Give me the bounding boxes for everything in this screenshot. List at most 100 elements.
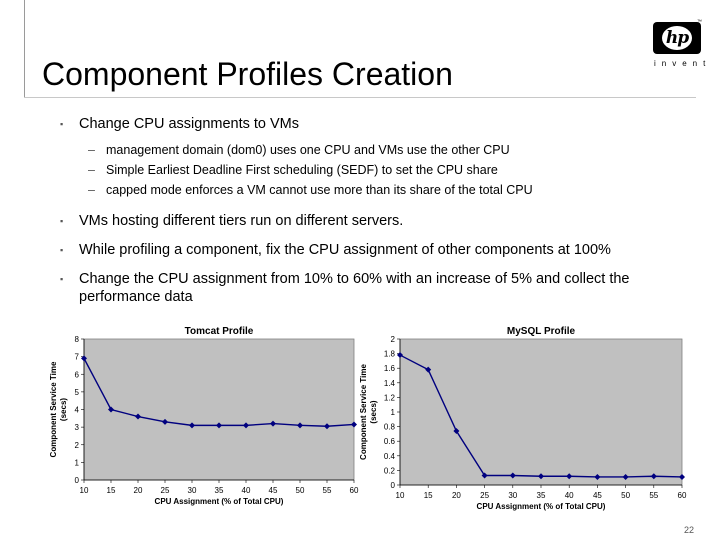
sub-bullet-item: – capped mode enforces a VM cannot use mo… [88,180,680,200]
bullet-dot-icon: ▪ [60,216,64,226]
y-tick-label: 0.4 [384,452,396,461]
y-tick-label: 0 [391,481,396,490]
dash-icon: – [88,183,95,197]
title-underline [24,97,696,98]
x-tick-label: 50 [621,491,630,500]
y-tick-label: 0 [75,476,80,485]
trademark-symbol: ™ [697,19,702,25]
data-point-marker [566,473,573,480]
x-tick-label: 30 [508,491,517,500]
data-point-marker [216,422,222,429]
y-tick-label: 3 [75,423,80,432]
x-tick-label: 20 [134,486,143,495]
y-tick-label: 1.8 [384,350,396,359]
x-tick-label: 20 [452,491,461,500]
bullet-dot-icon: ▪ [60,245,64,255]
x-tick-label: 30 [188,486,197,495]
bullet-dot-icon: ▪ [60,119,64,129]
sub-bullet-text: management domain (dom0) uses one CPU an… [106,143,510,157]
data-point-marker [481,472,488,479]
data-point-marker [397,352,403,359]
data-point-marker [270,420,276,427]
x-tick-label: 35 [537,491,546,500]
data-point-marker [538,473,544,480]
x-axis-label: CPU Assignment (% of Total CPU) [155,497,284,506]
x-tick-label: 55 [323,486,332,495]
x-tick-label: 60 [350,486,359,495]
y-axis-label-line: Component Service Time [359,364,368,460]
hp-logo-mark: hp [662,26,692,50]
y-tick-label: 2 [391,335,396,344]
data-point-marker [594,473,601,480]
x-tick-label: 25 [161,486,170,495]
bullet-dot-icon: ▪ [60,274,64,284]
x-tick-label: 45 [269,486,278,495]
y-tick-label: 5 [75,388,80,397]
dash-icon: – [88,143,95,157]
bullet-item: ▪ VMs hosting different tiers run on diff… [60,212,680,230]
y-axis-label-line: (secs) [369,400,378,423]
y-axis-label-line: (secs) [59,398,68,421]
x-tick-label: 40 [565,491,574,500]
y-tick-label: 1 [391,408,396,417]
y-tick-label: 4 [75,406,80,415]
y-tick-label: 0.6 [384,437,396,446]
sub-bullet-text: Simple Earliest Deadline First schedulin… [106,163,498,177]
bullet-text: VMs hosting different tiers run on diffe… [79,213,404,229]
x-tick-label: 55 [649,491,658,500]
y-tick-label: 1.2 [384,393,396,402]
y-tick-label: 1 [75,458,80,467]
data-point-marker [108,406,114,413]
y-tick-label: 0.2 [384,466,396,475]
x-axis-label: CPU Assignment (% of Total CPU) [477,502,606,511]
x-tick-label: 15 [424,491,433,500]
sub-bullet-list: – management domain (dom0) uses one CPU a… [88,140,680,200]
data-point-marker [453,427,460,434]
chart-title: MySQL Profile [507,326,576,337]
slide-title: Component Profiles Creation [42,56,453,92]
data-point-marker [351,421,357,428]
dash-icon: – [88,163,95,177]
sub-bullet-item: – management domain (dom0) uses one CPU a… [88,140,680,160]
y-axis-label: Component Service Time(secs) [359,364,378,460]
y-axis-label-line: Component Service Time [49,361,58,457]
x-tick-label: 25 [480,491,489,500]
mysql-profile-chart: MySQL Profile 0 0.2 0.4 0.6 0.8 1 1.2 1.4 1.6 1.8 2… [359,326,687,511]
x-tick-label: 60 [678,491,687,500]
y-tick-label: 6 [75,370,80,379]
logo-tagline: invent [654,59,712,68]
y-tick-label: 1.6 [384,364,396,373]
x-tick-label: 40 [242,486,251,495]
bullet-item: ▪ Change CPU assignments to VMs [60,115,680,133]
sub-bullet-item: – Simple Earliest Deadline First scheduli… [88,160,680,180]
sub-bullet-text: capped mode enforces a VM cannot use mor… [106,183,533,197]
y-axis-label: Component Service Time(secs) [49,361,68,457]
y-tick-label: 1.4 [384,379,396,388]
x-tick-label: 10 [396,491,405,500]
data-point-marker [425,366,432,373]
hp-logo: hp [653,22,701,54]
data-point-marker [297,422,303,429]
bullet-text: Change the CPU assignment from 10% to 60… [79,271,630,305]
data-point-marker [650,473,657,480]
bullet-text: Change CPU assignments to VMs [79,116,300,132]
left-accent-rule [24,0,25,97]
plot-area [83,338,355,481]
data-point-marker [622,473,629,480]
x-tick-label: 15 [107,486,116,495]
bullet-item: ▪ While profiling a component, fix the CP… [60,241,680,259]
x-tick-label: 50 [296,486,305,495]
data-point-marker [679,473,685,480]
data-point-marker [162,418,168,425]
y-tick-label: 0.8 [384,423,396,432]
x-tick-label: 35 [215,486,224,495]
data-point-marker [509,472,516,479]
x-tick-label: 10 [80,486,89,495]
plot-area [399,338,683,486]
data-point-marker [135,413,141,420]
y-tick-label: 2 [75,441,80,450]
data-point-marker [189,422,195,429]
bullet-text: While profiling a component, fix the CPU… [79,242,611,258]
data-point-marker [324,423,330,430]
chart-title: Tomcat Profile [185,326,254,337]
